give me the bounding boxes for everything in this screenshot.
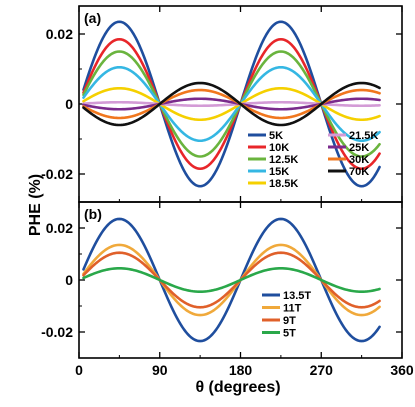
panel-label: (a) — [84, 10, 101, 26]
x-tick-label: 90 — [152, 362, 168, 378]
legend-label: 12.5K — [269, 154, 298, 166]
y-tick-label: -0.02 — [41, 166, 73, 182]
series-line — [82, 37, 381, 171]
series-line — [82, 86, 381, 122]
x-tick-label: 180 — [229, 362, 253, 378]
legend-label: 5T — [283, 328, 296, 340]
legend-label: 21.5K — [349, 130, 378, 142]
legend-label: 5K — [269, 130, 283, 142]
legend-label: 18.5K — [269, 178, 298, 190]
series-line — [82, 20, 381, 188]
series-line — [82, 88, 381, 120]
legend-label: 10K — [269, 142, 289, 154]
legend-label: 25K — [349, 142, 369, 154]
y-tick-label: 0.02 — [46, 26, 73, 42]
x-tick-label: 360 — [390, 362, 414, 378]
panel-label: (b) — [84, 206, 102, 222]
legend-label: 30K — [349, 154, 369, 166]
series-line — [82, 81, 381, 127]
legend-label: 15K — [269, 166, 289, 178]
legend-label: 9T — [283, 315, 296, 327]
legend-label: 13.5T — [283, 290, 311, 302]
y-tick-label: 0 — [65, 96, 73, 112]
series-line — [82, 50, 381, 158]
legend-label: 70K — [349, 166, 369, 178]
series-line — [82, 217, 381, 343]
series-line — [82, 100, 381, 108]
series-line — [82, 267, 381, 293]
y-tick-label: -0.02 — [41, 324, 73, 340]
y-tick-label: 0.02 — [46, 220, 73, 236]
legend-label: 11T — [283, 303, 302, 315]
x-axis-title: θ (degrees) — [195, 379, 280, 396]
y-tick-label: 0 — [65, 272, 73, 288]
y-axis-title: PHE (%) — [27, 174, 44, 236]
x-tick-label: 270 — [310, 362, 334, 378]
x-tick-label: 0 — [75, 362, 83, 378]
series-line — [82, 251, 381, 309]
series-line — [82, 243, 381, 317]
series-line — [82, 65, 381, 143]
series-line — [82, 97, 381, 111]
